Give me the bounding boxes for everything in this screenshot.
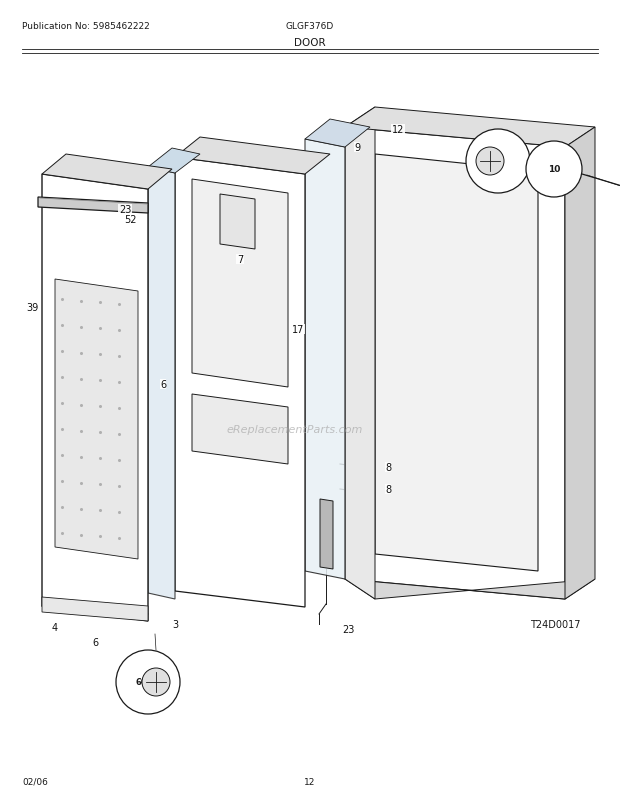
Text: T24D0017: T24D0017 <box>530 619 580 630</box>
Polygon shape <box>220 195 255 249</box>
Polygon shape <box>42 175 148 622</box>
Polygon shape <box>345 128 565 599</box>
Text: 4: 4 <box>52 622 58 632</box>
Text: 6: 6 <box>160 379 166 390</box>
Polygon shape <box>305 119 370 148</box>
Polygon shape <box>375 155 538 571</box>
Circle shape <box>476 148 504 176</box>
Polygon shape <box>192 180 288 387</box>
Text: 02/06: 02/06 <box>22 777 48 786</box>
Polygon shape <box>175 138 330 175</box>
Polygon shape <box>192 395 288 464</box>
Text: 60B: 60B <box>135 678 153 687</box>
Polygon shape <box>55 280 138 559</box>
Text: 17: 17 <box>292 325 304 334</box>
Circle shape <box>142 668 170 696</box>
Text: 23: 23 <box>342 624 354 634</box>
Polygon shape <box>148 149 200 174</box>
Polygon shape <box>42 155 172 190</box>
Circle shape <box>526 142 582 198</box>
Polygon shape <box>105 215 118 290</box>
Polygon shape <box>345 579 595 599</box>
Text: 8: 8 <box>385 484 391 494</box>
Text: 8: 8 <box>385 463 391 472</box>
Text: 23: 23 <box>119 205 131 215</box>
Polygon shape <box>320 500 333 569</box>
Text: Publication No: 5985462222: Publication No: 5985462222 <box>22 22 150 31</box>
Text: DOOR: DOOR <box>294 38 326 48</box>
Text: 10B: 10B <box>485 157 503 166</box>
Text: eReplacementParts.com: eReplacementParts.com <box>227 424 363 435</box>
Polygon shape <box>38 198 148 214</box>
Text: 10: 10 <box>548 165 560 174</box>
Text: 6: 6 <box>92 638 98 647</box>
Polygon shape <box>42 597 148 622</box>
Circle shape <box>116 650 180 714</box>
Text: 12: 12 <box>392 125 404 135</box>
Text: 9: 9 <box>354 143 360 153</box>
Text: GLGF376D: GLGF376D <box>286 22 334 31</box>
Text: 39: 39 <box>26 302 38 313</box>
Polygon shape <box>175 158 305 607</box>
Text: 52: 52 <box>124 215 136 225</box>
Text: 12: 12 <box>304 777 316 786</box>
Polygon shape <box>565 128 595 599</box>
Circle shape <box>466 130 530 194</box>
Text: 7: 7 <box>237 255 243 265</box>
Polygon shape <box>345 107 375 599</box>
Polygon shape <box>148 168 175 599</box>
Polygon shape <box>305 140 345 579</box>
Polygon shape <box>345 107 595 148</box>
Text: 3: 3 <box>172 619 178 630</box>
